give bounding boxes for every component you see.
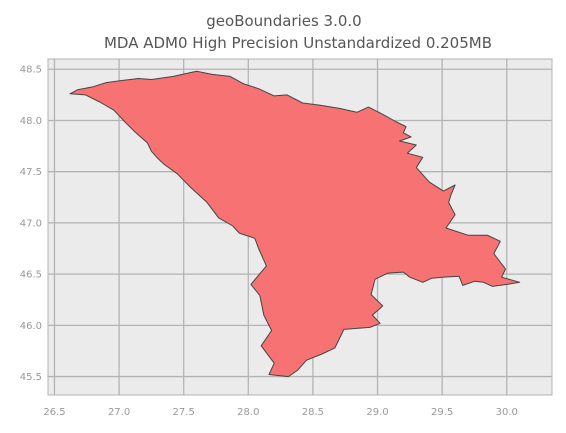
x-tick-label: 28.0 [237, 407, 259, 418]
y-tick-label: 48.0 [20, 116, 42, 127]
y-tick-label: 47.0 [20, 218, 42, 229]
x-tick-label: 29.0 [366, 407, 388, 418]
x-tick-label: 29.5 [431, 407, 453, 418]
x-tick-label: 28.5 [302, 407, 324, 418]
y-tick-label: 48.5 [20, 65, 42, 76]
y-tick-label: 45.5 [20, 372, 42, 383]
x-tick-label: 30.0 [496, 407, 518, 418]
x-tick-label: 26.5 [43, 407, 65, 418]
chart-title-line2: MDA ADM0 High Precision Unstandardized 0… [104, 34, 492, 52]
country-outline [69, 70, 521, 378]
x-axis-ticks: 26.5 27.0 27.5 28.0 28.5 29.0 29.5 30.0 [43, 407, 518, 418]
y-tick-label: 47.5 [20, 167, 42, 178]
y-tick-label: 46.5 [20, 270, 42, 281]
y-tick-label: 46.0 [20, 321, 42, 332]
x-tick-label: 27.0 [108, 407, 130, 418]
chart-title-line1: geoBoundaries 3.0.0 [206, 12, 361, 30]
y-axis-ticks: 45.5 46.0 46.5 47.0 47.5 48.0 48.5 [20, 65, 42, 383]
x-tick-label: 27.5 [173, 407, 195, 418]
